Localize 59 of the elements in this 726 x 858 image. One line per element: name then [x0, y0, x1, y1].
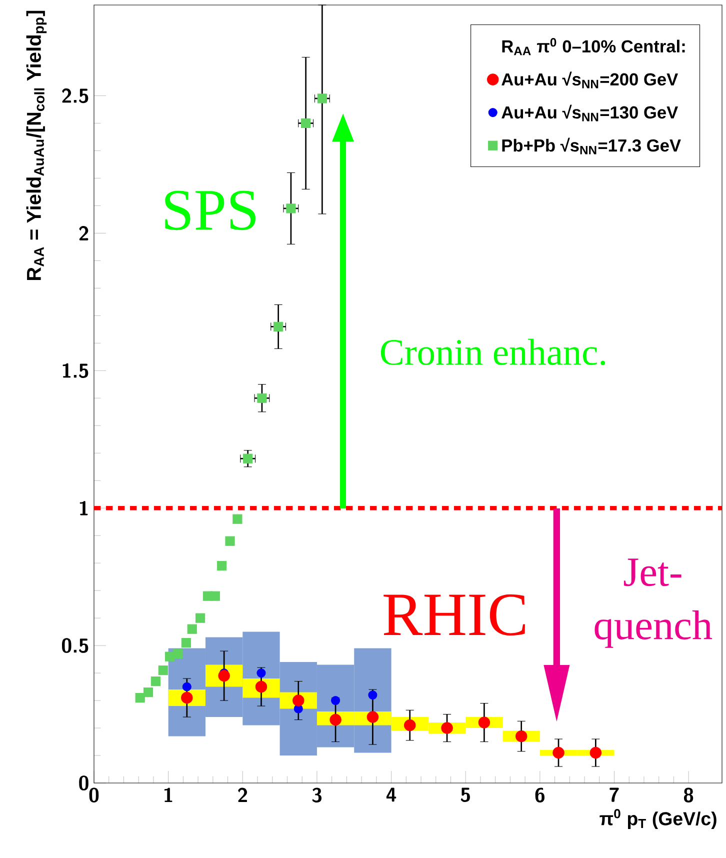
y-tick-label: 0: [79, 776, 88, 790]
y-tick-label: 1: [80, 500, 88, 516]
point: [590, 746, 602, 759]
point: [217, 561, 227, 571]
x-tick-label: 7: [610, 788, 619, 802]
x-tick-label: 6: [535, 788, 544, 802]
point: [181, 638, 191, 648]
point: [330, 714, 342, 726]
point: [404, 719, 416, 732]
point: [286, 204, 296, 214]
y-tick-label: 2: [79, 226, 88, 240]
x-axis-title: π$^{0}$ p$_{T}$ (GeV/c): [600, 809, 716, 830]
point: [173, 648, 183, 659]
point: [187, 624, 197, 634]
x-tick-label: 8: [684, 788, 694, 802]
x-tick-label: 3: [312, 788, 322, 802]
y-tick-label: 0.5: [62, 638, 88, 653]
point: [210, 591, 220, 601]
point: [256, 668, 266, 678]
point: [368, 690, 378, 700]
annotation: SPS: [165, 190, 256, 230]
point: [366, 711, 379, 723]
point: [552, 746, 564, 759]
x-tick-label: 2: [238, 788, 248, 802]
point: [331, 696, 340, 706]
point: [181, 692, 193, 704]
x-tick-label: 0: [89, 788, 99, 802]
point: [301, 118, 311, 128]
point: [243, 454, 253, 464]
point: [274, 322, 284, 332]
point: [150, 676, 160, 686]
x-tick-label: 4: [386, 788, 396, 802]
point: [478, 716, 490, 728]
point: [232, 514, 242, 524]
text: R$_{AA}$ = Yield$_{AuAu}$/[N$_{coll}$ Yield$_{pp}$]: [26, 10, 47, 280]
point: [257, 393, 267, 403]
point: [255, 680, 268, 693]
annotation: RHIC: [384, 594, 525, 636]
point: [441, 722, 453, 734]
point: [317, 94, 327, 104]
annotation: Jet-quench: [594, 558, 712, 648]
point: [135, 692, 145, 703]
legend-label: Pb+Pb √s$_{NN}$=17.3 GeV: [502, 138, 681, 154]
y-tick-label: 1.5: [62, 363, 88, 378]
point: [158, 665, 168, 676]
point: [218, 670, 230, 682]
x-tick-label: 5: [460, 788, 470, 802]
point: [515, 730, 528, 742]
point: [292, 694, 304, 706]
x-tick-label: 1: [164, 788, 172, 802]
point: [225, 536, 235, 546]
point: [182, 682, 192, 692]
point: [143, 687, 154, 698]
y-tick-label: 2.5: [62, 88, 88, 104]
annotation: Cronin enhanc.: [380, 338, 606, 366]
point: [195, 613, 206, 623]
legend-label: Au+Au √s$_{NN}$=130 GeV: [502, 104, 678, 122]
legend-title: R$_{AA}$ π$^{0}$ 0–10% Central:: [502, 38, 685, 56]
legend-label: Au+Au √s$_{NN}$=200 GeV: [502, 72, 678, 88]
